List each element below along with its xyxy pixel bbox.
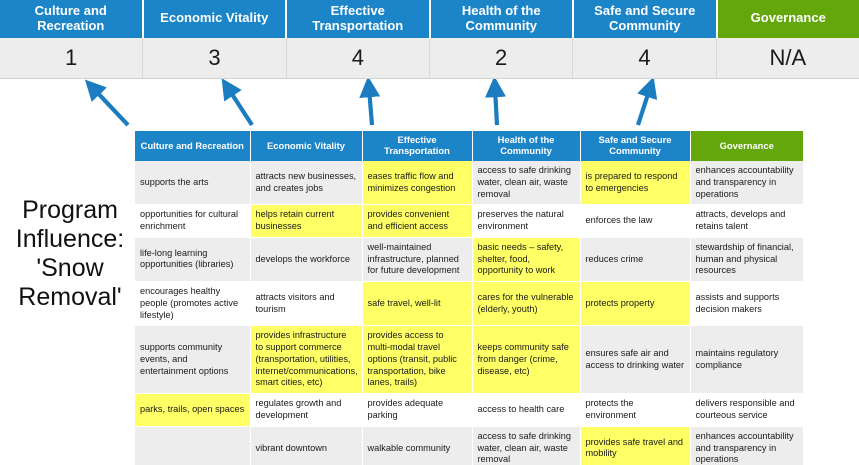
table-cell: preserves the natural environment xyxy=(472,204,581,238)
table-cell: provides convenient and efficient access xyxy=(362,204,473,238)
table-row: opportunities for cultural enrichment hel… xyxy=(135,204,803,238)
matrix-header-governance: Governance xyxy=(690,131,803,161)
table-cell: attracts new businesses, and creates job… xyxy=(250,161,363,206)
table-cell: enhances accountability and transparency… xyxy=(690,161,803,206)
scorecard-strip: Culture and Recreation Economic Vitality… xyxy=(0,0,859,79)
table-cell: basic needs – safety, shelter, food, opp… xyxy=(472,237,581,283)
table-cell: walkable community xyxy=(362,426,473,465)
table-cell: maintains regulatory compliance xyxy=(690,325,803,395)
table-cell: reduces crime xyxy=(580,237,691,283)
scorecard-value-economic-vitality: 3 xyxy=(143,37,287,78)
caption-line-2: Influence: xyxy=(15,225,125,253)
table-row: life-long learning opportunities (librar… xyxy=(135,237,803,283)
scorecard-value-safe-and-secure-community: 4 xyxy=(573,37,717,78)
scorecard-value-culture-and-recreation: 1 xyxy=(0,37,144,78)
scorecard-value-row: 1 3 4 2 4 N/A xyxy=(0,37,859,79)
table-cell: vibrant downtown xyxy=(250,426,363,465)
table-cell xyxy=(135,426,251,465)
table-cell: access to safe drinking water, clean air… xyxy=(472,426,581,465)
scorecard-header-economic-vitality: Economic Vitality xyxy=(143,0,287,38)
scorecard-value-governance: N/A xyxy=(769,44,807,70)
table-cell: safe travel, well-lit xyxy=(362,281,473,327)
table-cell: is prepared to respond to emergencies xyxy=(580,161,691,206)
matrix-header-effective-transportation: Effective Transportation xyxy=(362,131,473,161)
table-cell: helps retain current businesses xyxy=(250,204,363,238)
table-cell: provides safe travel and mobility xyxy=(580,426,691,465)
table-cell: delivers responsible and courteous servi… xyxy=(690,393,803,427)
table-cell: ensures safe air and access to drinking … xyxy=(580,325,691,395)
table-cell: opportunities for cultural enrichment xyxy=(135,204,251,238)
table-cell: attracts, develops and retains talent xyxy=(690,204,803,238)
scorecard-header-effective-transportation: Effective Transportation xyxy=(287,0,431,38)
table-row: supports the arts attracts new businesses… xyxy=(135,161,803,206)
scorecard-header-row: Culture and Recreation Economic Vitality… xyxy=(0,0,859,38)
caption-line-3: 'Snow xyxy=(36,254,104,282)
table-cell: enforces the law xyxy=(580,204,691,238)
table-cell: keeps community safe from danger (crime,… xyxy=(472,325,581,395)
up-arrow-icon-5 xyxy=(636,79,658,126)
table-cell: supports community events, and entertain… xyxy=(135,325,251,395)
table-cell: parks, trails, open spaces xyxy=(135,393,251,427)
table-cell: provides adequate parking xyxy=(362,393,473,427)
influence-matrix-table: Culture and Recreation Economic Vitality… xyxy=(135,131,803,465)
page-title: Program Influence: 'Snow Removal' xyxy=(6,196,134,312)
matrix-header-safe-and-secure-community: Safe and Secure Community xyxy=(580,131,691,161)
table-cell: provides infrastructure to support comme… xyxy=(250,325,363,395)
scorecard-header-culture-and-recreation: Culture and Recreation xyxy=(0,0,144,38)
table-cell: develops the workforce xyxy=(250,237,363,283)
table-row: vibrant downtown walkable community access… xyxy=(135,426,803,465)
up-arrow-icon-1 xyxy=(84,79,130,127)
table-cell: regulates growth and development xyxy=(250,393,363,427)
table-cell: cares for the vulnerable (elderly, youth… xyxy=(472,281,581,327)
table-cell: access to safe drinking water, clean air… xyxy=(472,161,581,206)
scorecard-header-health-of-the-community: Health of the Community xyxy=(430,0,574,38)
table-cell: attracts visitors and tourism xyxy=(250,281,363,327)
table-row: parks, trails, open spaces regulates grow… xyxy=(135,393,803,427)
matrix-header-culture-and-recreation: Culture and Recreation xyxy=(135,131,251,161)
matrix-body: supports the arts attracts new businesses… xyxy=(135,161,803,465)
up-arrow-icon-2 xyxy=(221,79,254,127)
table-cell: enhances accountability and transparency… xyxy=(690,426,803,465)
matrix-header-row: Culture and Recreation Economic Vitality… xyxy=(135,131,803,161)
scorecard-header-governance: Governance xyxy=(717,0,859,38)
table-cell: assists and supports decision makers xyxy=(690,281,803,327)
table-cell: eases traffic flow and minimizes congest… xyxy=(362,161,473,206)
caption-line-4: Removal' xyxy=(18,283,122,311)
up-arrow-icon-3 xyxy=(359,79,381,126)
scorecard-header-safe-and-secure-community: Safe and Secure Community xyxy=(574,0,718,38)
up-arrow-icon-4 xyxy=(485,79,506,126)
table-cell: supports the arts xyxy=(135,161,251,206)
table-cell: life-long learning opportunities (librar… xyxy=(135,237,251,283)
arrow-group xyxy=(84,79,658,127)
table-cell: stewardship of financial, human and phys… xyxy=(690,237,803,283)
caption-line-1: Program xyxy=(22,196,118,224)
table-row: supports community events, and entertain… xyxy=(135,325,803,395)
table-row: encourages healthy people (promotes acti… xyxy=(135,281,803,327)
scorecard-value-health-of-the-community: 2 xyxy=(430,37,574,78)
matrix-header-economic-vitality: Economic Vitality xyxy=(250,131,363,161)
table-cell: encourages healthy people (promotes acti… xyxy=(135,281,251,327)
table-cell: access to health care xyxy=(472,393,581,427)
table-cell: provides access to multi-modal travel op… xyxy=(362,325,473,395)
table-cell: well-maintained infrastructure, planned … xyxy=(362,237,473,283)
matrix-header-health-of-the-community: Health of the Community xyxy=(472,131,581,161)
table-cell: protects property xyxy=(580,281,691,327)
scorecard-value-effective-transportation: 4 xyxy=(287,37,430,78)
table-cell: protects the environment xyxy=(580,393,691,427)
